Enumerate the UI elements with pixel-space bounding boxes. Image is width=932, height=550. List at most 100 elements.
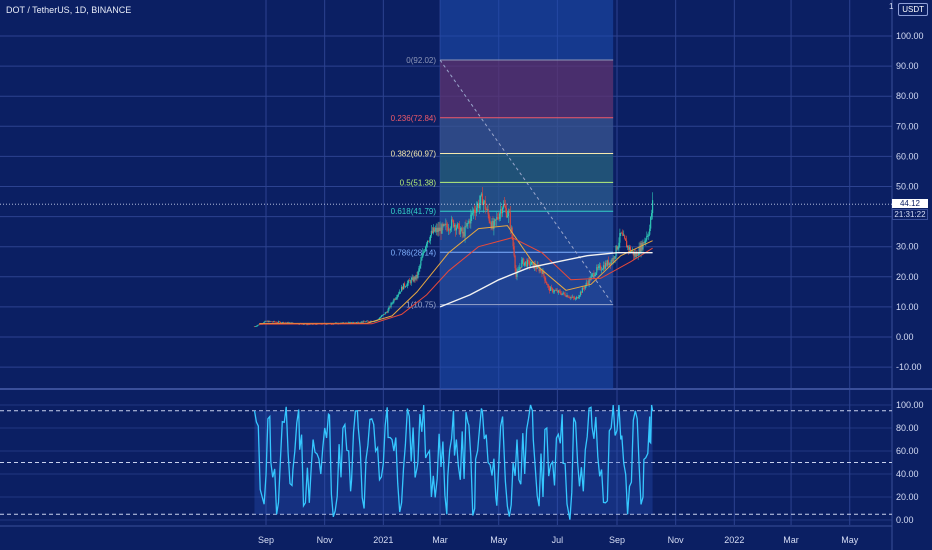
candle-body <box>532 261 534 269</box>
candle-body <box>381 315 383 316</box>
candle-body <box>418 268 420 272</box>
candle-body <box>575 298 577 300</box>
candle-body <box>613 257 615 259</box>
candle-body <box>273 321 275 322</box>
time-tick-label: May <box>841 535 859 545</box>
candle-body <box>643 242 645 244</box>
candle-body <box>579 291 582 296</box>
candle-body <box>518 269 520 270</box>
candle-body <box>610 260 612 265</box>
candle-body <box>439 227 441 232</box>
candle-body <box>382 314 384 316</box>
candle-body <box>551 287 553 289</box>
candle-body <box>445 223 447 225</box>
candle-body <box>527 260 530 261</box>
candle-body <box>360 321 362 323</box>
price-tick-label: -10.00 <box>896 362 922 372</box>
candle-body <box>476 207 478 213</box>
candle-body <box>271 321 273 323</box>
candle-body <box>557 290 559 293</box>
candle-body <box>625 238 627 241</box>
price-tick-label: 0.00 <box>896 332 914 342</box>
candle-body <box>562 292 564 294</box>
fib-level-label: 1(10.75) <box>406 301 436 310</box>
candle-body <box>586 282 588 284</box>
candle-body <box>504 206 507 209</box>
candle-body <box>509 212 511 229</box>
candle-body <box>378 318 381 320</box>
oscillator-line <box>253 404 654 520</box>
price-tick-label: 90.00 <box>896 61 919 71</box>
candle-body <box>519 267 521 270</box>
candle-body <box>431 230 433 233</box>
candle-body <box>644 240 646 244</box>
candle-body <box>414 277 416 280</box>
candle-body <box>408 280 410 282</box>
candle-body <box>566 295 568 297</box>
candle-body <box>556 290 558 293</box>
fib-level-label: 0(92.02) <box>406 56 436 65</box>
candle-body <box>526 260 529 267</box>
candle-body <box>651 213 653 218</box>
candle-body <box>648 234 650 236</box>
candle-body <box>472 212 474 214</box>
candle-body <box>598 266 600 268</box>
candle-body <box>401 286 404 290</box>
candle-body <box>576 297 579 299</box>
candle-body <box>503 204 506 207</box>
candle-body <box>478 202 481 209</box>
candle-body <box>391 303 393 304</box>
candle-body <box>477 203 480 209</box>
candle-body <box>441 224 443 234</box>
candle-body <box>541 271 543 274</box>
candle-body <box>630 251 633 252</box>
candle-body <box>649 228 651 235</box>
candle-body <box>481 193 483 205</box>
candle-body <box>514 255 516 269</box>
candle-body <box>383 314 385 315</box>
fib-level-label: 0.382(60.97) <box>391 149 437 158</box>
candle-body <box>496 216 498 220</box>
candle-body <box>436 227 438 233</box>
moving-average-ma_slow <box>259 237 653 325</box>
candle-body <box>282 322 284 324</box>
candle-body <box>491 220 493 229</box>
currency-badge[interactable]: USDT <box>898 3 928 16</box>
time-tick-label: Mar <box>783 535 799 545</box>
candle-body <box>453 224 456 227</box>
candle-body <box>315 324 317 325</box>
candle-body <box>601 269 603 271</box>
candle-body <box>362 321 364 323</box>
candle-body <box>419 265 421 269</box>
candle-body <box>628 247 631 250</box>
candle-body <box>642 242 644 250</box>
candle-body <box>498 218 500 219</box>
candle-body <box>528 260 531 266</box>
candle-body <box>500 209 502 214</box>
candle-body <box>405 285 407 287</box>
candle-body <box>560 293 562 295</box>
candle-body <box>302 324 305 325</box>
candle-body <box>390 303 392 308</box>
candle-body <box>450 219 453 229</box>
candle-body <box>442 224 444 226</box>
osc-tick-label: 60.00 <box>896 446 919 456</box>
candle-body <box>585 282 587 286</box>
candle-body <box>446 223 448 228</box>
candle-body <box>606 260 608 266</box>
candle-body <box>502 204 505 208</box>
candle-body <box>456 223 458 228</box>
fib-zone <box>440 153 614 183</box>
candle-body <box>612 257 614 262</box>
candle-body <box>455 227 458 231</box>
candle-body <box>268 320 270 323</box>
moving-average-ma_long <box>439 251 653 308</box>
candle-body <box>307 324 309 325</box>
candle-body <box>605 262 608 266</box>
candle-body <box>409 281 411 284</box>
candle-body <box>254 326 257 327</box>
fib-level-label: 0.786(28.14) <box>391 248 437 257</box>
candle-body <box>276 322 279 324</box>
fib-level-label: 0.5(51.38) <box>400 178 437 187</box>
candle-body <box>379 317 382 319</box>
